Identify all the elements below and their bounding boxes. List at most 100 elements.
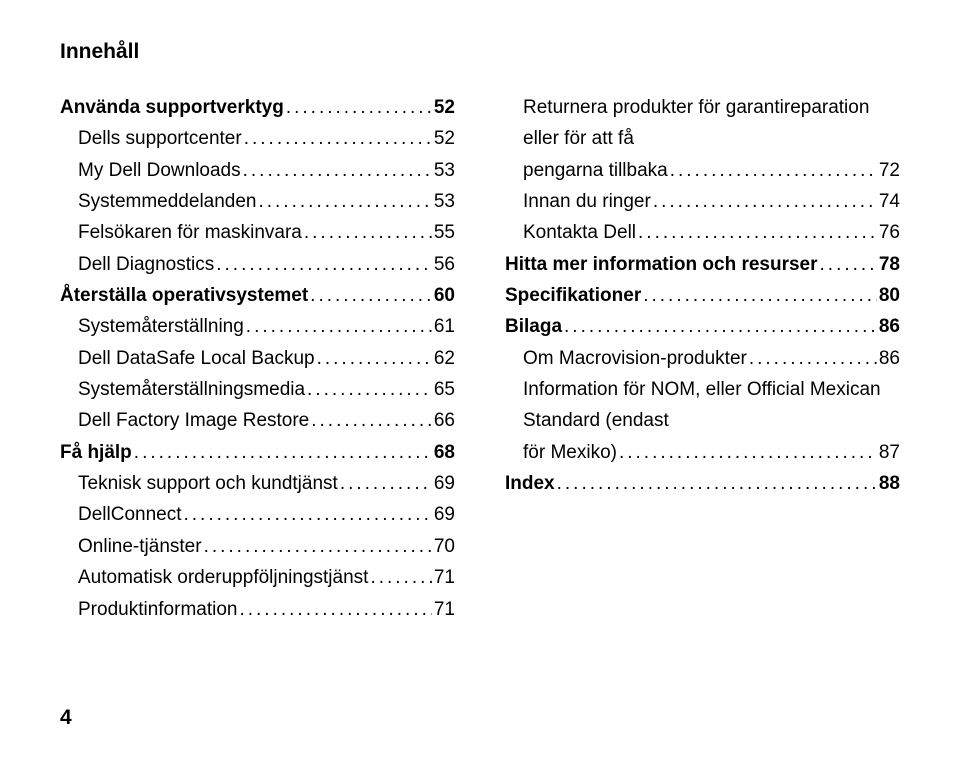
toc-entry-page: 69 (432, 499, 455, 530)
toc-leader-dots (132, 437, 432, 468)
page-number: 4 (60, 706, 72, 730)
toc-entry: Felsökaren för maskinvara 55 (60, 217, 455, 248)
toc-entry: Information för NOM, eller Official Mexi… (505, 374, 900, 468)
toc-leader-dots (182, 499, 432, 530)
toc-leader-dots (302, 217, 432, 248)
toc-leader-dots (617, 437, 877, 468)
toc-entry-label: Automatisk orderuppföljningstjänst (78, 562, 368, 593)
toc-entry: Teknisk support och kundtjänst 69 (60, 468, 455, 499)
toc-entry-label: Kontakta Dell (523, 217, 636, 248)
toc-leader-dots (242, 123, 432, 154)
toc-entry-page: 60 (432, 280, 455, 311)
toc-left-column: Använda supportverktyg52Dells supportcen… (60, 92, 455, 625)
toc-leader-dots (641, 280, 877, 311)
toc-leader-dots (747, 343, 877, 374)
toc-leader-dots (237, 594, 431, 625)
toc-entry-page: 53 (432, 155, 455, 186)
toc-leader-dots (315, 343, 432, 374)
toc-entry: Systemmeddelanden 53 (60, 186, 455, 217)
toc-entry: Innan du ringer 74 (505, 186, 900, 217)
toc-leader-dots (202, 531, 432, 562)
toc-entry-label: Återställa operativsystemet (60, 280, 308, 311)
toc-leader-dots (308, 280, 432, 311)
toc-entry-page: 76 (877, 217, 900, 248)
toc-entry-label: Produktinformation (78, 594, 237, 625)
toc-header: Innehåll (60, 40, 900, 64)
toc-entry-label: Dell Factory Image Restore (78, 405, 309, 436)
toc-entry: Dell Factory Image Restore66 (60, 405, 455, 436)
toc-entry: Få hjälp 68 (60, 437, 455, 468)
toc-entry: Dell Diagnostics 56 (60, 249, 455, 280)
toc-entry-label: Returnera produkter för garantireparatio… (523, 92, 900, 155)
toc-entry: Returnera produkter för garantireparatio… (505, 92, 900, 186)
toc-entry-label: DellConnect (78, 499, 182, 530)
toc-leader-dots (651, 186, 877, 217)
toc-entry-page: 72 (877, 155, 900, 186)
toc-leader-dots (368, 562, 431, 593)
toc-entry-label: Systemåterställning (78, 311, 244, 342)
toc-entry: Återställa operativsystemet 60 (60, 280, 455, 311)
toc-columns: Använda supportverktyg52Dells supportcen… (60, 92, 900, 625)
toc-entry-page: 70 (432, 531, 455, 562)
toc-entry: My Dell Downloads 53 (60, 155, 455, 186)
toc-entry-label: Felsökaren för maskinvara (78, 217, 302, 248)
toc-entry: DellConnect 69 (60, 499, 455, 530)
toc-entry: Dell DataSafe Local Backup 62 (60, 343, 455, 374)
toc-entry-page: 86 (877, 311, 900, 342)
toc-leader-dots (818, 249, 877, 280)
toc-entry-page: 56 (432, 249, 455, 280)
toc-entry-label: Innan du ringer (523, 186, 651, 217)
toc-entry-page: 68 (432, 437, 455, 468)
toc-entry-page: 55 (432, 217, 455, 248)
toc-leader-dots (305, 374, 432, 405)
toc-leader-dots (284, 92, 432, 123)
toc-leader-dots (241, 155, 432, 186)
toc-entry-page: 69 (432, 468, 455, 499)
toc-entry: Hitta mer information och resurser 78 (505, 249, 900, 280)
toc-leader-dots (244, 311, 432, 342)
toc-leader-dots (555, 468, 877, 499)
toc-entry-page: 74 (877, 186, 900, 217)
toc-entry-label: Dells supportcenter (78, 123, 242, 154)
toc-entry-label-tail: pengarna tillbaka (523, 155, 668, 186)
toc-entry-label: Information för NOM, eller Official Mexi… (523, 374, 900, 437)
toc-entry: Specifikationer80 (505, 280, 900, 311)
toc-entry-page: 52 (432, 92, 455, 123)
toc-entry: Om Macrovision-produkter86 (505, 343, 900, 374)
toc-leader-dots (257, 186, 432, 217)
toc-entry: Index88 (505, 468, 900, 499)
toc-entry-label: Bilaga (505, 311, 562, 342)
toc-entry-page: 65 (432, 374, 455, 405)
toc-entry-label-tail: för Mexiko) (523, 437, 617, 468)
toc-entry: Kontakta Dell 76 (505, 217, 900, 248)
toc-entry-label: Om Macrovision-produkter (523, 343, 747, 374)
toc-entry-page: 87 (877, 437, 900, 468)
toc-entry: Systemåterställningsmedia65 (60, 374, 455, 405)
toc-entry-page: 71 (432, 562, 455, 593)
toc-leader-dots (338, 468, 432, 499)
toc-entry-page: 53 (432, 186, 455, 217)
toc-leader-dots (668, 155, 877, 186)
toc-entry-page: 52 (432, 123, 455, 154)
toc-entry-label: Få hjälp (60, 437, 132, 468)
toc-entry-label: Systemmeddelanden (78, 186, 257, 217)
toc-entry: Använda supportverktyg 52 (60, 92, 455, 123)
toc-entry: Dells supportcenter 52 (60, 123, 455, 154)
toc-entry-label: Teknisk support och kundtjänst (78, 468, 338, 499)
toc-entry-page: 71 (432, 594, 455, 625)
toc-entry: Bilaga 86 (505, 311, 900, 342)
toc-leader-dots (562, 311, 877, 342)
toc-entry-label: Dell DataSafe Local Backup (78, 343, 315, 374)
toc-entry-label: Hitta mer information och resurser (505, 249, 818, 280)
toc-entry-label: Index (505, 468, 555, 499)
toc-entry-label: My Dell Downloads (78, 155, 241, 186)
toc-entry: Automatisk orderuppföljningstjänst 71 (60, 562, 455, 593)
toc-entry-page: 78 (877, 249, 900, 280)
toc-entry: Systemåterställning 61 (60, 311, 455, 342)
toc-entry-page: 62 (432, 343, 455, 374)
toc-entry-page: 80 (877, 280, 900, 311)
toc-entry-label: Dell Diagnostics (78, 249, 214, 280)
toc-entry-label: Använda supportverktyg (60, 92, 284, 123)
toc-leader-dots (309, 405, 432, 436)
toc-entry-page: 61 (432, 311, 455, 342)
